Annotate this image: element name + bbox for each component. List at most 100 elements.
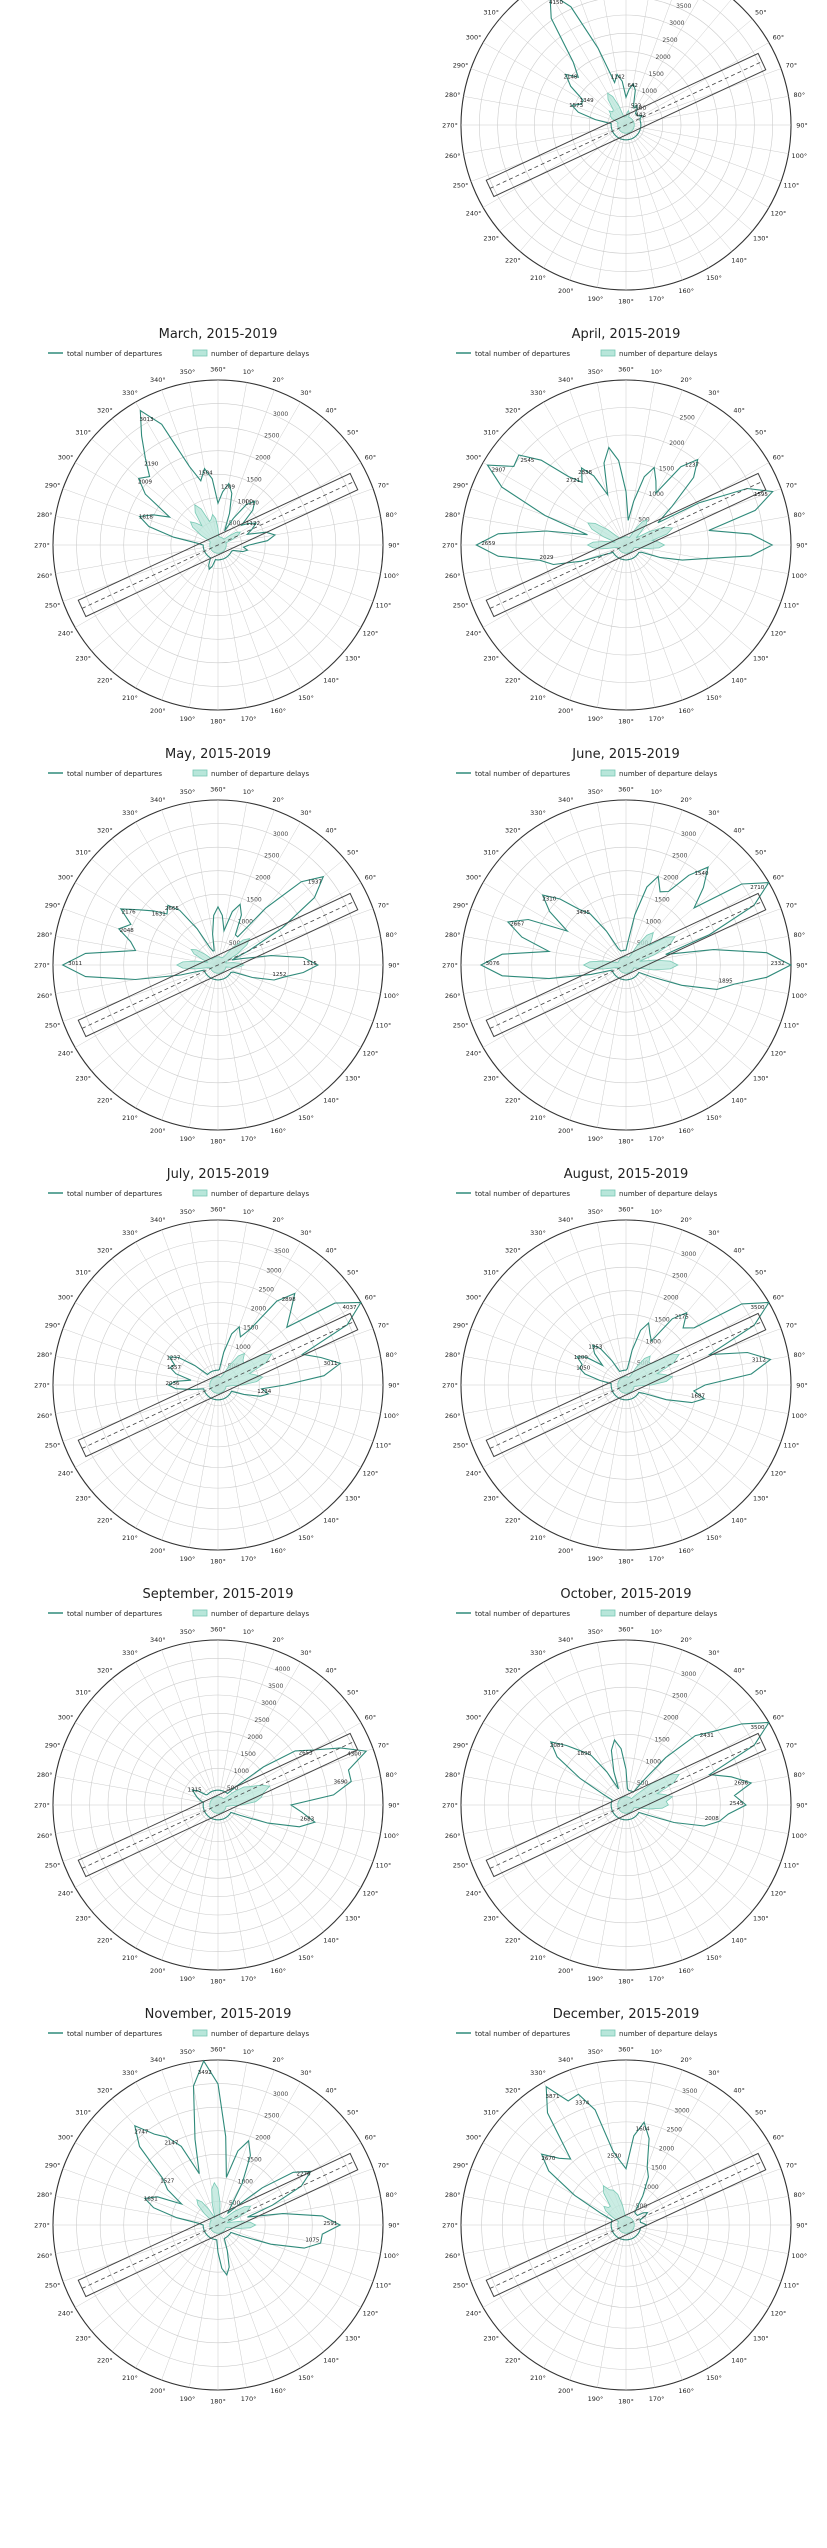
grid-spoke [91, 2118, 219, 2226]
angle-tick-label: 140° [731, 1516, 747, 1524]
data-label: 2276 [296, 2172, 310, 2178]
angle-tick-label: 220° [505, 1936, 521, 1944]
grid-spoke [470, 1328, 627, 1386]
grid-spoke [189, 964, 219, 1128]
grid-spoke [217, 544, 362, 628]
angle-tick-label: 290° [453, 61, 469, 69]
grid-spoke [135, 544, 219, 689]
grid-spoke [217, 544, 247, 708]
angle-tick-label: 300° [466, 874, 482, 882]
angle-tick-label: 50° [755, 1688, 767, 1696]
angle-tick-label: 80° [794, 511, 806, 519]
grid-spoke [463, 1384, 627, 1414]
angle-tick-label: 340° [150, 796, 166, 804]
angle-tick-label: 170° [649, 2395, 665, 2403]
grid-spoke [597, 1642, 627, 1806]
angle-tick-label: 300° [58, 1714, 74, 1722]
grid-spoke [625, 964, 683, 1121]
angle-tick-label: 200° [558, 2387, 574, 2395]
runway-centerline [81, 1741, 355, 1869]
angle-tick-label: 90° [796, 542, 808, 550]
grid-spoke [55, 516, 219, 546]
grid-spoke [463, 936, 627, 966]
data-label: 2036 [165, 1381, 179, 1387]
grid-spoke [519, 1804, 627, 1932]
data-label: 4150 [549, 0, 563, 6]
angle-tick-label: 20° [680, 796, 692, 804]
radial-tick-label: 2000 [663, 1715, 678, 1722]
angle-tick-label: 330° [122, 809, 138, 817]
angle-tick-label: 210° [530, 694, 546, 702]
grid-spoke [470, 908, 627, 966]
legend-label-delays: number of departure delays [211, 1610, 309, 1618]
angle-tick-label: 210° [530, 1114, 546, 1122]
grid-spoke [625, 1642, 655, 1806]
angle-tick-label: 140° [323, 1936, 339, 1944]
radial-tick-label: 1000 [234, 1768, 249, 1775]
radial-tick-label: 1500 [649, 71, 664, 78]
angle-tick-label: 160° [678, 707, 694, 715]
angle-tick-label: 80° [386, 2191, 398, 2199]
angle-tick-label: 140° [731, 676, 747, 684]
grid-spoke [217, 2062, 247, 2226]
angle-tick-label: 110° [784, 182, 800, 190]
grid-spoke [625, 544, 733, 672]
data-label: 2665 [165, 906, 179, 912]
data-label: 1315 [303, 961, 317, 967]
grid-spoke [482, 1722, 627, 1806]
angle-tick-label: 110° [784, 1022, 800, 1030]
radial-tick-label: 2500 [672, 1693, 687, 1700]
grid-spoke [91, 1698, 219, 1806]
grid-spoke [135, 1804, 219, 1949]
grid-spoke [217, 1642, 247, 1806]
angle-tick-label: 220° [505, 1516, 521, 1524]
grid-spoke [625, 2224, 683, 2381]
radial-tick-label: 2000 [669, 440, 684, 447]
angle-tick-label: 240° [58, 1470, 74, 1478]
grid-spoke [625, 964, 782, 1022]
angle-tick-label: 290° [45, 901, 61, 909]
angle-tick-label: 130° [345, 1915, 361, 1923]
data-label: 1540 [695, 871, 709, 877]
grid-spoke [91, 1384, 219, 1492]
radial-tick-label: 1000 [646, 1758, 661, 1765]
radial-tick-label: 1000 [643, 2184, 658, 2191]
data-label: 1142 [611, 74, 625, 80]
radial-tick-label: 2000 [247, 1734, 262, 1741]
polar-chart: December, 2015-2019 total number of depar… [442, 2007, 808, 2406]
grid-spoke [217, 2224, 374, 2282]
grid-spoke [625, 964, 733, 1092]
polar-chart: July, 2015-2019 total number of departure… [34, 1167, 400, 1566]
grid-spoke [625, 0, 732, 126]
angle-tick-label: 300° [466, 1714, 482, 1722]
delay-area [586, 519, 674, 554]
grid-spoke [74, 1384, 219, 1468]
angle-tick-label: 150° [298, 1114, 314, 1122]
angle-tick-label: 320° [505, 2087, 521, 2095]
grid-spoke [217, 1384, 381, 1414]
grid-spoke [217, 1804, 275, 1961]
grid-spoke [217, 809, 275, 966]
data-label: 2175 [675, 1315, 689, 1321]
angle-tick-label: 270° [442, 2222, 458, 2230]
angle-tick-label: 360° [618, 366, 634, 374]
grid-spoke [217, 2196, 381, 2226]
angle-tick-label: 310° [483, 848, 499, 856]
angle-tick-label: 50° [347, 1268, 359, 1276]
angle-tick-label: 280° [445, 2191, 461, 2199]
angle-tick-label: 260° [37, 992, 53, 1000]
data-label: 3871 [546, 2094, 560, 2100]
angle-tick-label: 90° [388, 962, 400, 970]
grid-spoke [217, 1384, 345, 1492]
data-label: 1234 [257, 1389, 271, 1395]
chart-title: May, 2015-2019 [165, 747, 271, 762]
radial-tick-label: 3500 [676, 3, 691, 10]
delay-area [607, 92, 635, 134]
data-label: 1315 [188, 1788, 202, 1794]
angle-tick-label: 160° [270, 1547, 286, 1555]
angle-tick-label: 310° [75, 848, 91, 856]
grid-spoke [74, 544, 219, 628]
grid-spoke [217, 1384, 301, 1529]
grid-spoke [74, 964, 219, 1048]
grid-spoke [625, 96, 789, 126]
